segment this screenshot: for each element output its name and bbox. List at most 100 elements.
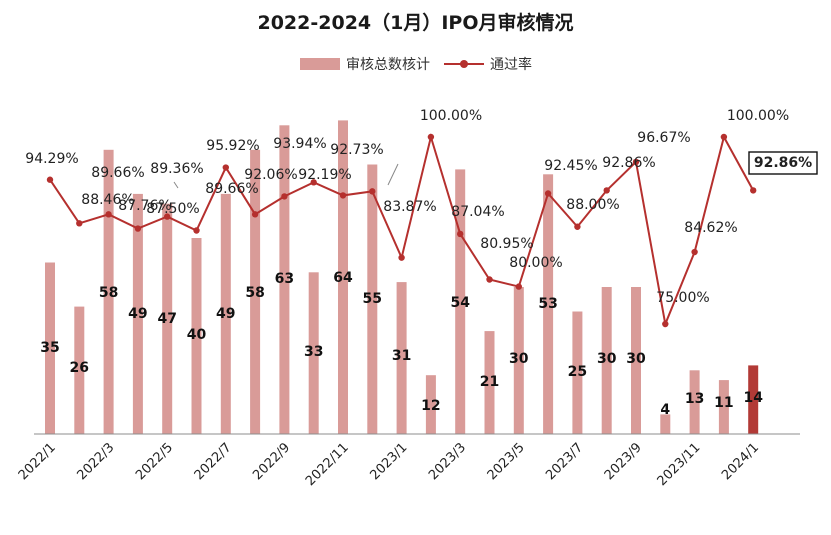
label-leader-line [173,181,179,189]
pass-rate-point-2023/2 [427,133,435,141]
legend-line-swatch [444,58,484,70]
x-tick-label: 2022/3 [74,440,117,483]
pass-rate-point-2022/3 [105,211,112,218]
legend-line-label: 通过率 [490,57,532,73]
bar-value-label: 33 [304,344,323,360]
bar-2022/8 [250,149,261,435]
rate-value-label: 75.00% [656,290,709,306]
bar-value-label: 30 [509,351,529,367]
bar-value-label: 31 [392,348,411,364]
rate-value-label: 92.19% [298,167,351,183]
pass-rate-point-2022/5 [164,213,171,220]
bar-2022/3 [103,149,114,435]
bar-value-label: 35 [40,340,59,356]
x-tick-label: 2022/7 [192,440,235,483]
bar-2022/7 [220,193,231,434]
bar-2023/9 [631,287,641,434]
pass-rate-point-2023/4 [486,276,493,283]
bar-2022/5 [162,203,173,434]
bar-value-label: 4 [660,402,670,418]
chart-legend: 审核总数核计 通过率 [300,53,532,75]
rate-value-label: 92.45% [544,158,597,174]
pass-rate-point-2022/8 [251,211,259,218]
bar-2023/2 [425,375,436,434]
x-tick-label: 2023/11 [655,440,704,489]
bar-2022/1 [45,262,55,434]
bar-value-label: 54 [450,295,470,311]
bar-value-label: 12 [421,398,440,414]
rate-value-label: 84.62% [684,220,737,236]
rate-value-label: 88.46% [81,192,134,208]
bar-value-label: 30 [626,351,646,367]
pass-rate-point-2023/9 [632,158,640,166]
rate-value-label: 92.86% [754,155,812,171]
x-tick-label: 2022/11 [303,440,352,489]
bar-2023/10 [660,414,671,434]
bar-value-label: 64 [333,270,353,286]
bar-2022/10 [308,272,319,434]
bar-2022/4 [132,193,143,434]
bar-2023/11 [689,370,700,434]
bar-2022/2 [74,306,85,434]
rate-value-label: 87.50% [146,201,199,217]
highlight-rate-box [748,151,818,175]
axis-layer: 2022/1 2022/3 2022/5 2022/7 2022/9 2022/11 202… [16,433,800,489]
x-tick-label: 2023/1 [367,440,410,483]
x-tick-label: 2023/5 [485,440,528,483]
bar-value-label: 25 [568,364,587,380]
x-tick-label: 2023/9 [602,440,645,483]
bar-value-label: 13 [685,391,704,407]
rate-value-label: 95.92% [206,138,259,154]
label-leader-line [387,163,399,186]
pass-rate-point-2023/11 [691,248,698,256]
bar-value-label: 58 [99,285,118,301]
rate-value-label: 87.04% [451,204,504,220]
rate-value-label: 80.00% [509,255,562,271]
rate-value-label: 80.95% [480,236,533,252]
pass-rate-point-2023/8 [603,187,610,194]
rate-value-label: 92.06% [244,167,297,183]
bar-2023/3 [455,169,466,434]
x-tick-label: 2023/3 [426,440,469,483]
pass-rate-point-2022/7 [222,164,229,171]
pass-rate-point-2022/9 [281,193,288,200]
bar-2022/9 [279,125,290,435]
rate-value-label: 83.87% [383,199,436,215]
bar-value-label: 30 [597,351,617,367]
labels-layer: 35 26 58 49 47 40 49 58 63 33 64 55 31 12 54 21 30 53 25 30… [25,108,818,418]
bar-2023/1 [396,282,407,434]
bar-value-label: 26 [70,360,89,376]
legend-bar-swatch [300,58,340,70]
rate-value-label: 89.66% [205,181,258,197]
pass-rate-point-2023/12 [720,133,728,141]
bar-value-label: 14 [743,390,763,406]
rate-value-label: 100.00% [727,108,789,124]
bar-2023/7 [572,311,583,434]
rate-value-label: 89.66% [91,165,144,181]
rate-value-label: 89.36% [150,161,203,177]
x-tick-label: 2022/1 [16,440,59,483]
rate-value-label: 100.00% [420,108,482,124]
rate-value-label: 92.86% [602,155,655,171]
bar-2023/12 [718,380,729,434]
bar-value-label: 40 [187,327,207,343]
pass-rate-point-2024/1 [750,187,757,194]
x-tick-label: 2024/1 [719,440,762,483]
bar-2022/6 [191,238,202,434]
pass-rate-point-2022/2 [76,220,83,227]
bar-value-label: 49 [128,306,147,322]
pass-rate-point-2023/5 [515,283,522,290]
rate-value-label: 87.76% [118,198,171,214]
pass-rate-point-2022/4 [134,225,142,232]
pass-rate-point-2022/12 [369,188,376,195]
pass-rate-point-2023/3 [457,230,464,238]
pass-rate-point-2023/7 [574,223,581,230]
bar-2024/1 [748,365,759,434]
bar-2022/12 [367,164,378,434]
chart-title: 2022-2024（1月）IPO月审核情况 [257,12,574,34]
pass-rate-point-2023/1 [398,254,405,261]
pass-rate-point-2023/10 [662,320,669,328]
pass-rate-point-2022/6 [193,227,200,234]
x-tick-label: 2023/7 [543,440,586,483]
bar-value-label: 55 [363,291,382,307]
